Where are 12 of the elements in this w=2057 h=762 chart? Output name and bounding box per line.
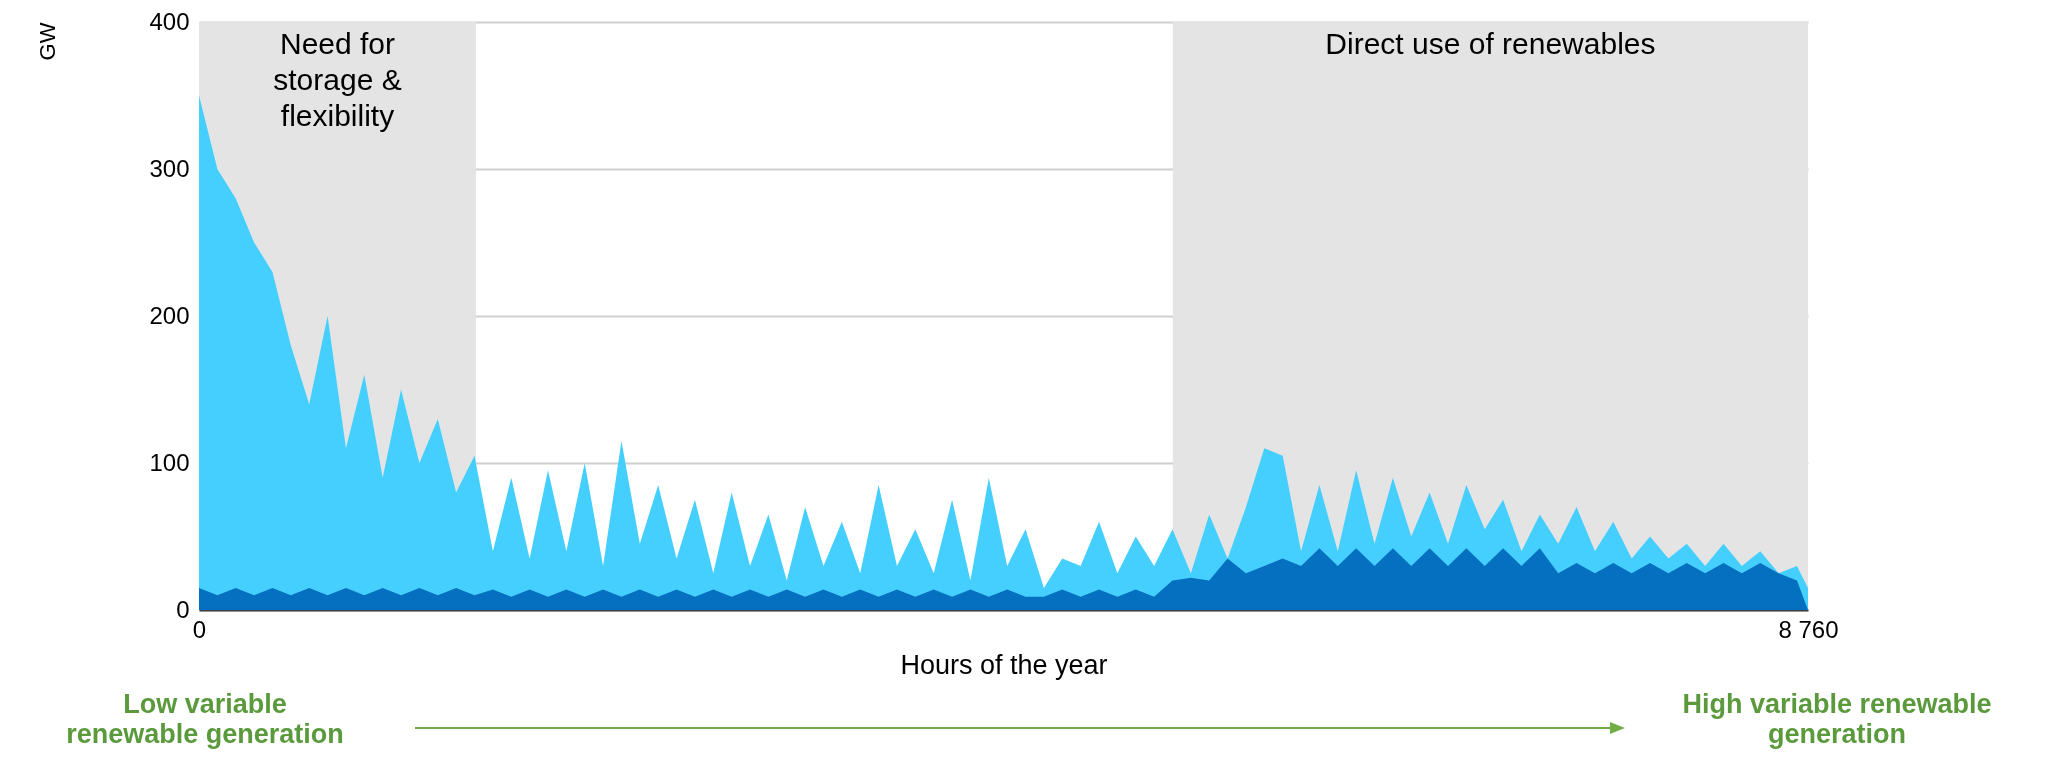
x-tick-label: 8 760 xyxy=(1778,615,1839,643)
band-label: Direct use of renewables xyxy=(1325,27,1656,60)
y-tick-label: 100 xyxy=(149,448,190,476)
y-tick-label: 400 xyxy=(149,7,190,35)
band-label: Need for storage & flexibility xyxy=(273,27,402,132)
y-tick-label: 200 xyxy=(149,301,190,329)
text: High variable renewable generation xyxy=(1681,689,1993,750)
y-tick-label: 300 xyxy=(149,154,190,182)
x-axis-title: Hours of the year xyxy=(900,649,1108,680)
y-tick-label: 0 xyxy=(176,595,190,623)
y-axis-title: GW xyxy=(34,22,60,61)
text: Low variable renewable generation xyxy=(65,689,345,750)
